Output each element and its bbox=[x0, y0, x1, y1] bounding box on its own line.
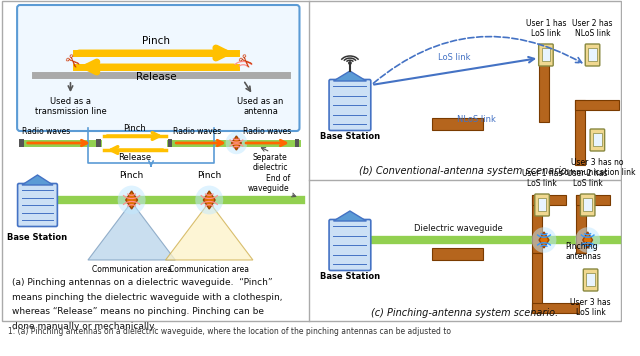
Polygon shape bbox=[333, 211, 367, 221]
Text: Base Station: Base Station bbox=[320, 132, 380, 141]
FancyBboxPatch shape bbox=[585, 44, 600, 66]
Text: NLoS link: NLoS link bbox=[456, 115, 495, 124]
FancyBboxPatch shape bbox=[580, 194, 595, 216]
Polygon shape bbox=[204, 191, 215, 209]
Text: Radio waves: Radio waves bbox=[173, 127, 221, 136]
Text: (a) Pinching antennas on a dielectric waveguide.  “Pinch”
means pinching the die: (a) Pinching antennas on a dielectric wa… bbox=[12, 278, 283, 331]
Bar bbox=[294, 139, 300, 147]
FancyBboxPatch shape bbox=[590, 129, 605, 151]
Polygon shape bbox=[333, 71, 367, 81]
FancyBboxPatch shape bbox=[535, 194, 549, 216]
Text: User 1 has
LoS link: User 1 has LoS link bbox=[525, 19, 566, 38]
Polygon shape bbox=[166, 202, 253, 260]
Text: User 2 has
LoS link: User 2 has LoS link bbox=[568, 169, 608, 188]
Text: ✂: ✂ bbox=[232, 50, 255, 74]
Bar bbox=[433, 248, 483, 260]
Text: Communication area: Communication area bbox=[169, 265, 249, 274]
Bar bbox=[576, 195, 586, 253]
Text: User 3 has no
communication link: User 3 has no communication link bbox=[559, 158, 635, 177]
FancyBboxPatch shape bbox=[329, 220, 371, 271]
Text: Radio waves: Radio waves bbox=[22, 127, 70, 136]
FancyBboxPatch shape bbox=[539, 44, 553, 66]
Circle shape bbox=[195, 185, 223, 214]
Text: User 2 has
NLoS link: User 2 has NLoS link bbox=[572, 19, 612, 38]
Bar bbox=[532, 195, 542, 253]
Text: Used as an
antenna: Used as an antenna bbox=[237, 97, 284, 116]
Polygon shape bbox=[88, 202, 175, 260]
Bar bbox=[532, 253, 542, 311]
FancyBboxPatch shape bbox=[583, 269, 598, 291]
Polygon shape bbox=[126, 191, 138, 209]
Bar bbox=[539, 60, 549, 122]
Text: Used as a
transmission line: Used as a transmission line bbox=[35, 97, 106, 116]
Text: Dielectric waveguide: Dielectric waveguide bbox=[414, 224, 503, 233]
FancyBboxPatch shape bbox=[17, 5, 300, 131]
Circle shape bbox=[118, 185, 145, 214]
FancyBboxPatch shape bbox=[17, 183, 58, 226]
Text: Base Station: Base Station bbox=[8, 233, 68, 242]
Text: Base Station: Base Station bbox=[320, 272, 380, 281]
Bar bbox=[19, 139, 24, 147]
Bar bbox=[538, 198, 547, 211]
Text: Pinch: Pinch bbox=[120, 171, 144, 180]
Circle shape bbox=[575, 227, 600, 253]
Text: Radio waves: Radio waves bbox=[243, 127, 291, 136]
Bar bbox=[575, 100, 585, 165]
Text: (b) Conventional-antenna system scenario.: (b) Conventional-antenna system scenario… bbox=[359, 166, 570, 176]
Circle shape bbox=[349, 62, 351, 64]
Text: Pinching
antennas: Pinching antennas bbox=[565, 242, 601, 261]
Bar bbox=[168, 139, 172, 147]
FancyBboxPatch shape bbox=[329, 79, 371, 131]
Text: Separate
dielectric: Separate dielectric bbox=[253, 153, 288, 172]
Text: End of
waveguide: End of waveguide bbox=[248, 174, 290, 193]
Bar bbox=[541, 48, 550, 61]
Bar bbox=[586, 273, 595, 286]
Text: Pinch: Pinch bbox=[197, 171, 221, 180]
Bar bbox=[576, 195, 610, 205]
Text: Communication area: Communication area bbox=[92, 265, 172, 274]
Text: User 1 has
LoS link: User 1 has LoS link bbox=[522, 169, 563, 188]
Bar bbox=[433, 118, 483, 130]
Bar bbox=[532, 303, 579, 313]
Text: ✂: ✂ bbox=[59, 50, 82, 74]
Polygon shape bbox=[22, 175, 53, 185]
Text: Release: Release bbox=[118, 153, 151, 162]
Bar bbox=[583, 198, 592, 211]
Text: LoS link: LoS link bbox=[438, 53, 471, 62]
Bar bbox=[1, 1, 621, 321]
Bar bbox=[588, 48, 597, 61]
Bar bbox=[575, 100, 619, 110]
Text: Release: Release bbox=[136, 72, 176, 82]
Bar bbox=[96, 139, 100, 147]
Polygon shape bbox=[232, 136, 241, 150]
Text: Pinch: Pinch bbox=[123, 124, 146, 133]
Bar bbox=[532, 195, 566, 205]
Text: User 3 has
LoS link: User 3 has LoS link bbox=[570, 298, 611, 318]
Bar bbox=[593, 133, 602, 146]
Polygon shape bbox=[583, 232, 593, 248]
Text: 1: (a) Pinching antennas on a dielectric waveguide, where the location of the pi: 1: (a) Pinching antennas on a dielectric… bbox=[8, 327, 451, 336]
Circle shape bbox=[532, 227, 556, 253]
Text: Pinch: Pinch bbox=[142, 36, 170, 46]
Text: (c) Pinching-antenna system scenario.: (c) Pinching-antenna system scenario. bbox=[371, 308, 558, 318]
Polygon shape bbox=[539, 232, 549, 248]
Circle shape bbox=[225, 132, 247, 154]
